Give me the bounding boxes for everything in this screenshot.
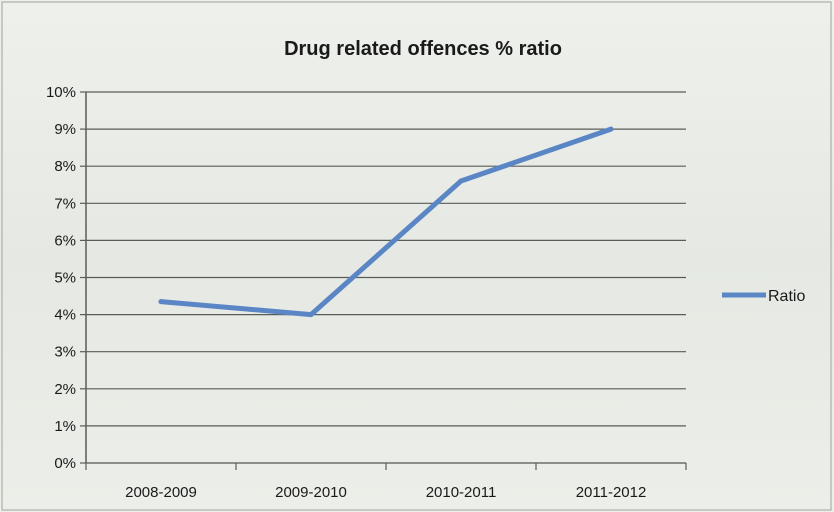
x-category-label: 2010-2011 bbox=[426, 484, 497, 501]
y-tick-label: 2% bbox=[54, 381, 76, 398]
y-tick-label: 6% bbox=[54, 232, 76, 249]
data-point bbox=[608, 126, 614, 132]
legend-label-ratio: Ratio bbox=[768, 288, 805, 305]
data-point bbox=[458, 178, 464, 184]
x-axis: 2008-2009 2009-2010 2010-2011 2011-2012 bbox=[85, 463, 687, 501]
series-line-ratio bbox=[158, 126, 614, 318]
x-category-label: 2011-2012 bbox=[576, 484, 647, 501]
y-tick-label: 10% bbox=[46, 84, 76, 101]
series-lines bbox=[158, 126, 614, 318]
gridlines bbox=[86, 91, 686, 464]
x-category-label: 2009-2010 bbox=[275, 484, 347, 501]
y-tick-label: 1% bbox=[54, 418, 76, 435]
y-axis-ticks: 0% 1% 2% 3% 4% 5% 6% 7% 8% 9% 10% bbox=[46, 84, 87, 472]
legend: Ratio bbox=[722, 288, 805, 305]
chart-title: Drug related offences % ratio bbox=[284, 38, 562, 60]
y-tick-label: 5% bbox=[54, 270, 76, 287]
y-tick-label: 3% bbox=[54, 344, 76, 361]
y-tick-label: 7% bbox=[54, 195, 76, 212]
y-tick-label: 9% bbox=[54, 121, 76, 138]
y-tick-label: 4% bbox=[54, 307, 76, 324]
y-tick-label: 8% bbox=[54, 158, 76, 175]
y-tick-label: 0% bbox=[54, 455, 76, 472]
x-category-label: 2008-2009 bbox=[125, 484, 197, 501]
data-point bbox=[158, 299, 164, 305]
data-point bbox=[308, 312, 314, 318]
